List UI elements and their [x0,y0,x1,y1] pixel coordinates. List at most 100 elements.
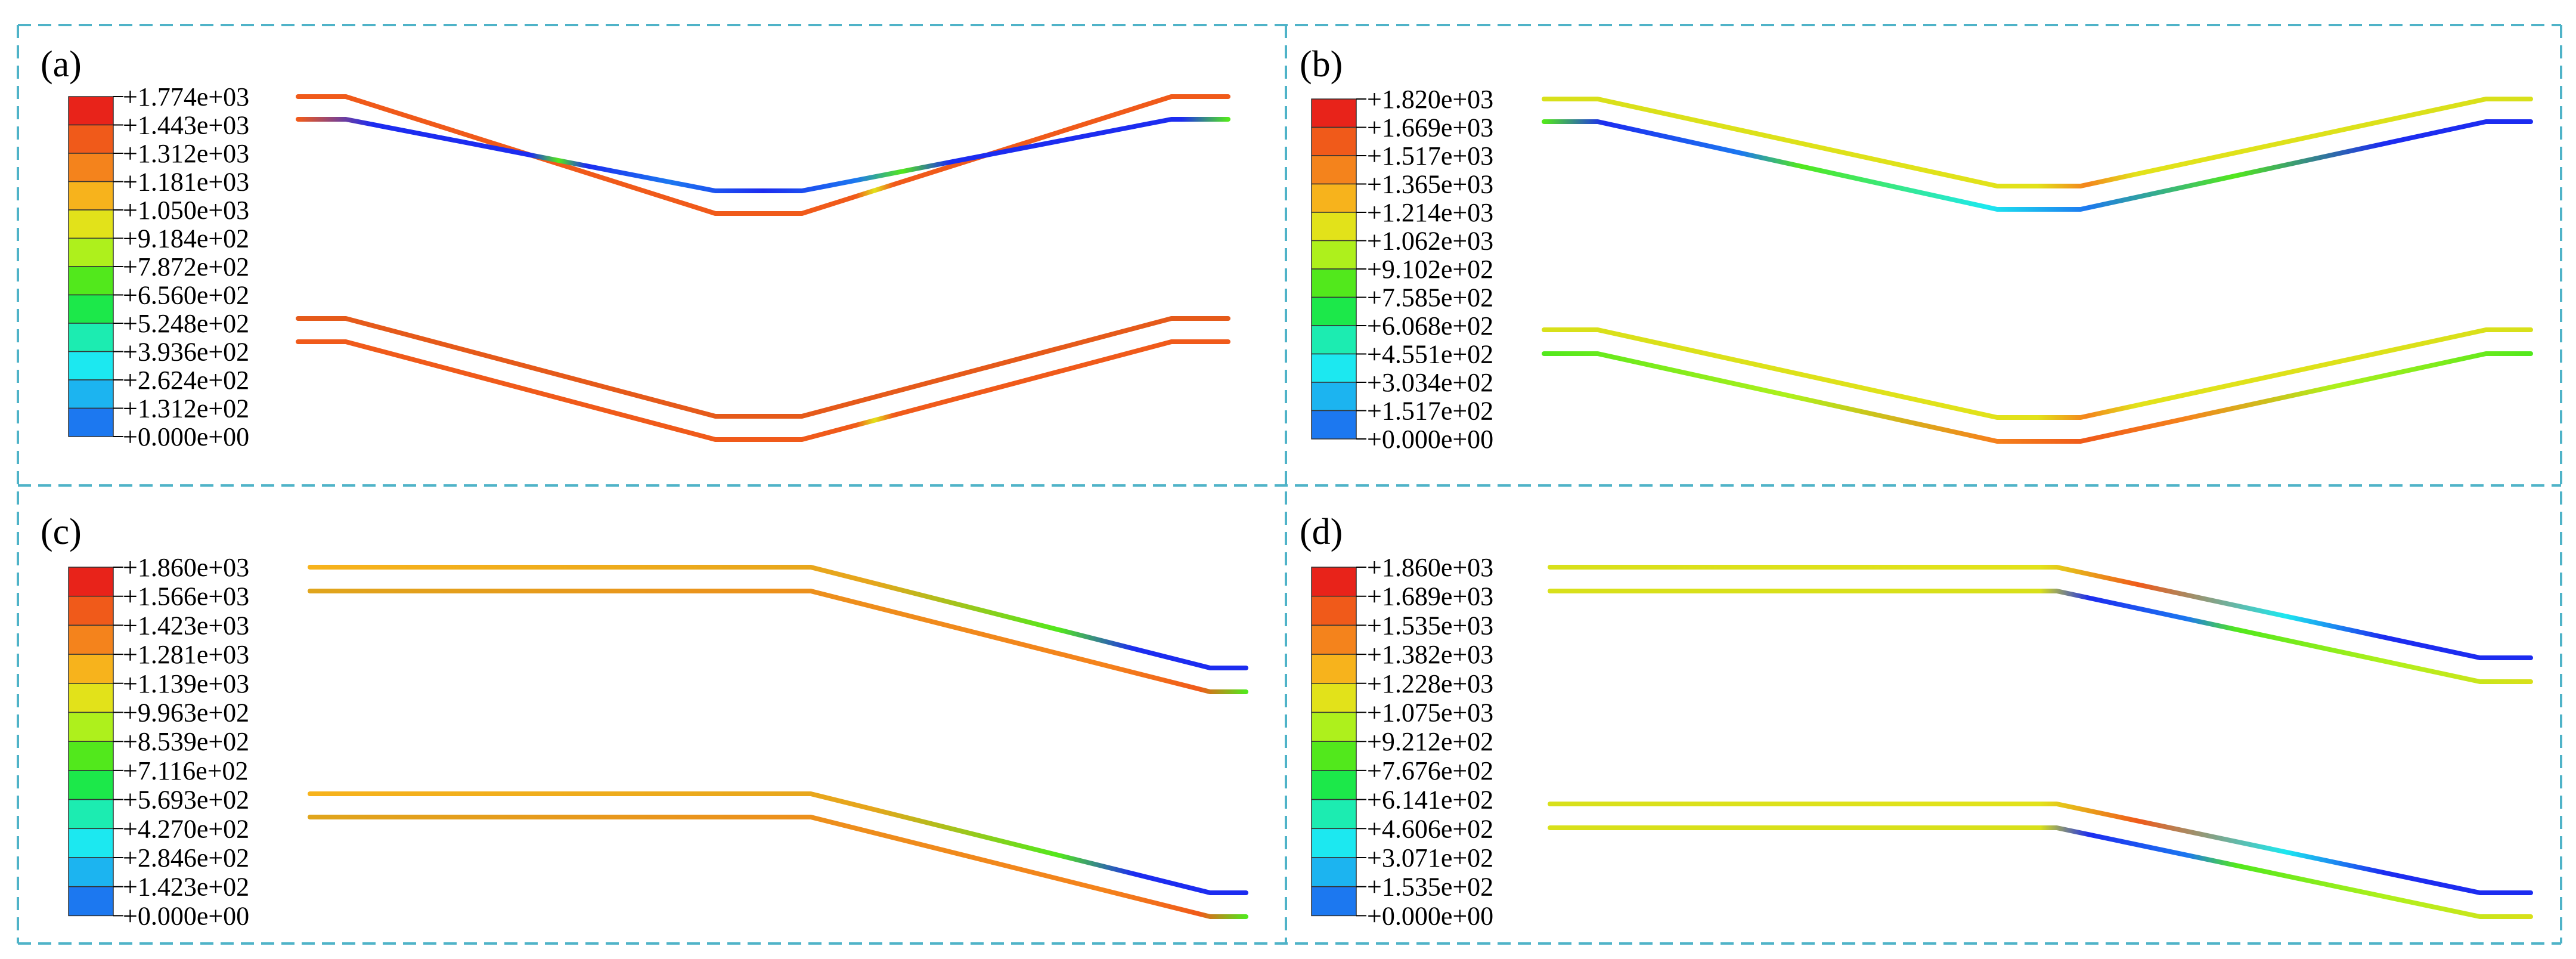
legend-value: +9.184e+02 [123,224,249,253]
legend-value: +9.212e+02 [1367,727,1493,756]
legend-swatch [1311,799,1357,830]
legend-value: +2.846e+02 [123,843,249,873]
legend-swatch [1311,711,1357,742]
panel-d-label: (d) [1300,512,1343,552]
legend-swatch [1311,353,1357,383]
legend-swatch [68,294,114,324]
legend-swatch [1311,212,1357,242]
legend-value: +6.141e+02 [1367,785,1493,815]
legend-swatch [1311,857,1357,887]
legend-value: +1.181e+03 [123,168,249,197]
legend-swatch [68,407,114,437]
legend-value: +1.820e+03 [1367,85,1493,114]
legend-swatch [68,857,114,887]
panel-b-structure [1542,97,2533,444]
legend-value: +3.936e+02 [123,338,249,367]
legend-value: +1.075e+03 [1367,698,1493,728]
panel-a-legend: (a) +1.774e+03+1.443e+03+1.312e+03+1.181e… [41,44,249,451]
legend-swatch [1311,828,1357,858]
panel-a-curve-1 [296,94,1230,216]
legend-value: +4.270e+02 [123,814,249,843]
panel-d-curve-1 [1548,565,2533,660]
legend-value: +1.423e+03 [123,611,249,640]
legend-swatch [68,595,114,626]
legend-swatch [1311,240,1357,270]
legend-value: +1.214e+03 [1367,198,1493,227]
legend-value: +1.774e+03 [123,82,249,112]
legend-value: +9.963e+02 [123,698,249,728]
legend-value: +4.606e+02 [1367,814,1493,843]
legend-swatch [1311,624,1357,655]
legend-swatch [68,567,114,597]
legend-value: +1.860e+03 [1367,553,1493,582]
legend-value: +3.034e+02 [1367,368,1493,397]
legend-swatch [1311,155,1357,185]
legend-value: +1.517e+03 [1367,141,1493,171]
panel-a-curve-2 [296,117,1230,193]
panel-b-curve-1 [1542,97,2533,188]
panel-d-curve-2 [1548,589,2533,684]
legend-value: +1.365e+03 [1367,170,1493,199]
legend-swatch [68,181,114,211]
legend-swatch [68,828,114,858]
legend-swatch [1311,98,1357,128]
legend-value: +1.312e+02 [123,394,249,423]
legend-value: +7.585e+02 [1367,283,1493,313]
panel-c-curve-4 [308,815,1248,919]
legend-swatch [1311,382,1357,412]
legend-value: +8.539e+02 [123,727,249,756]
panel-d-curve-3 [1548,802,2533,895]
legend-value: +5.693e+02 [123,785,249,815]
legend-value: +0.000e+00 [1367,901,1493,930]
legend-swatch [68,770,114,800]
panel-c-structure [308,565,1248,919]
panel-d-curve-4 [1548,825,2533,919]
legend-swatch [1311,654,1357,684]
legend-value: +0.000e+00 [123,901,249,930]
legend-swatch [68,624,114,655]
panel-c-curve-2 [308,589,1248,694]
panel-b-legend: (b) +1.820e+03+1.669e+03+1.517e+03+1.365e… [1300,44,1493,454]
legend-swatch [68,351,114,380]
legend-swatch [1311,268,1357,298]
panel-c-curve-1 [308,565,1248,670]
legend-value: +1.281e+03 [123,640,249,669]
legend-value: +4.551e+02 [1367,340,1493,369]
legend-value: +1.566e+03 [123,582,249,611]
legend-swatch [68,124,114,154]
legend-swatch [68,799,114,830]
legends: (a) +1.774e+03+1.443e+03+1.312e+03+1.181e… [41,44,1493,930]
legend-value: +1.689e+03 [1367,582,1493,611]
legend-swatch [68,323,114,352]
panel-c-legend: (c) +1.860e+03+1.566e+03+1.423e+03+1.281e… [41,512,249,930]
legend-value: +1.062e+03 [1367,227,1493,256]
legend-value: +1.139e+03 [123,669,249,698]
legend-swatch [1311,126,1357,156]
legend-swatch [68,237,114,267]
legend-swatch [1311,325,1357,355]
legend-swatch [68,266,114,296]
legend-value: +1.050e+03 [123,196,249,225]
legend-value: +1.535e+02 [1367,873,1493,902]
legend-swatch [68,96,114,126]
legend-value: +1.535e+03 [1367,611,1493,640]
legend-value: +3.071e+02 [1367,843,1493,873]
legend-value: +7.676e+02 [1367,756,1493,785]
panel-c-label: (c) [41,512,82,552]
panel-b-curve-4 [1542,351,2533,444]
panel-c-curve-3 [308,791,1248,895]
legend-value: +1.423e+02 [123,873,249,902]
panel-b-curve-3 [1542,327,2533,420]
legend-value: +6.068e+02 [1367,311,1493,341]
legend-value: +1.669e+03 [1367,113,1493,143]
legend-value: +6.560e+02 [123,281,249,310]
panel-b-label: (b) [1300,44,1343,85]
legend-value: +2.624e+02 [123,366,249,395]
panel-a-label: (a) [41,44,82,85]
legend-swatch [68,379,114,409]
legend-value: +1.382e+03 [1367,640,1493,669]
panel-b-curve-2 [1542,119,2533,212]
legend-swatch [1311,410,1357,440]
legend-swatch [1311,296,1357,326]
